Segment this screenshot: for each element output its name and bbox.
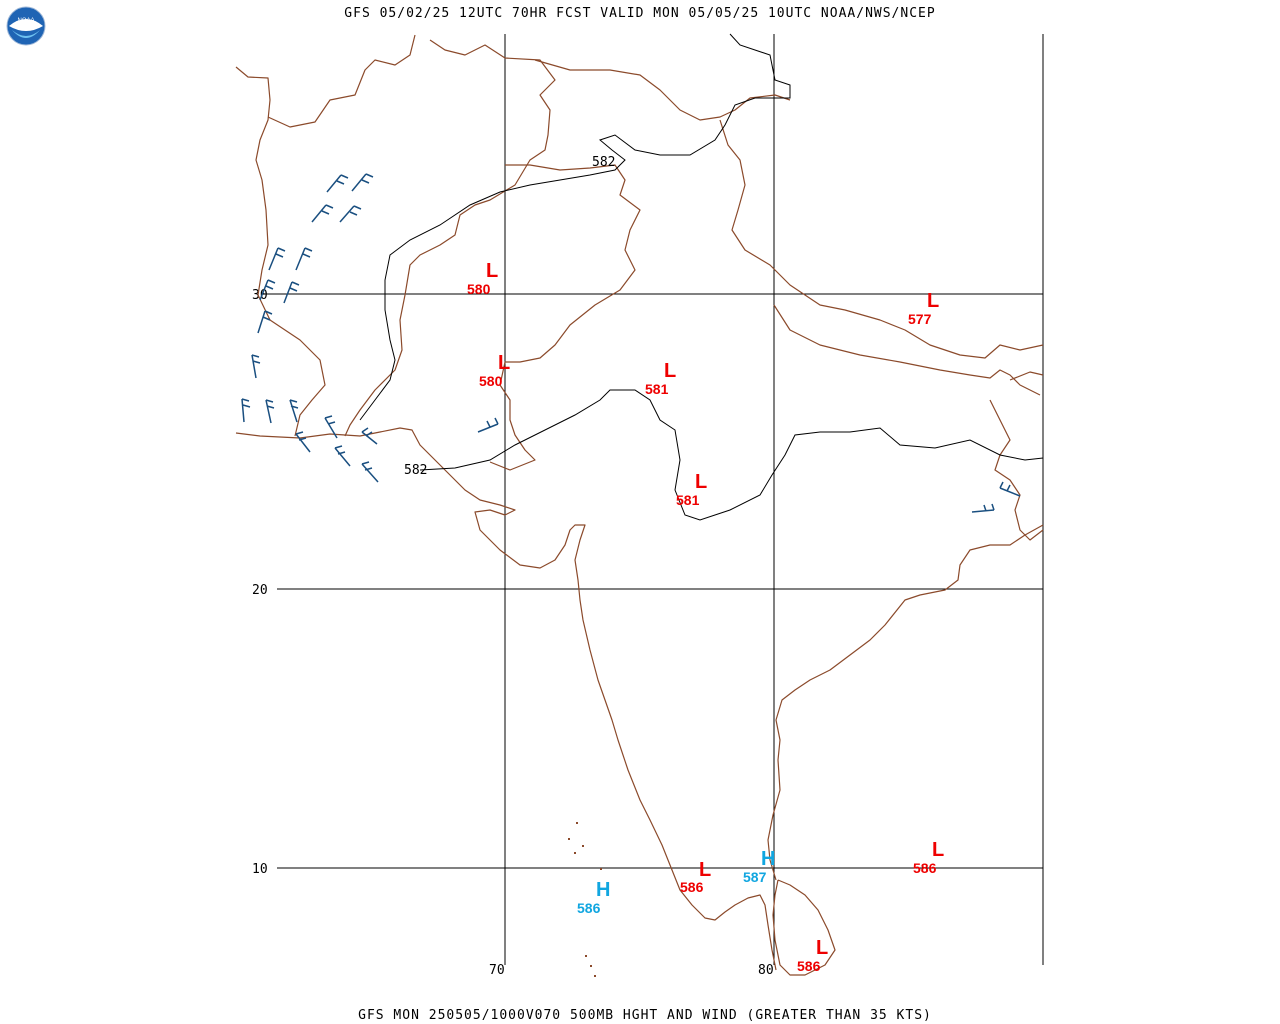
height-contours <box>360 34 1043 520</box>
lon-label-70: 70 <box>489 963 505 978</box>
wind-barb <box>266 400 274 423</box>
wind-barb <box>340 206 361 222</box>
chart-footer-caption: GFS MON 250505/1000V070 500MB HGHT AND W… <box>0 1008 1280 1023</box>
boundaries <box>236 35 1043 975</box>
low-center-symbol: L <box>664 360 676 382</box>
bangladesh-border <box>990 400 1043 540</box>
contour-582-south <box>420 390 1043 520</box>
wind-barb <box>1000 482 1020 496</box>
low-center-symbol: L <box>486 260 498 282</box>
high-center-symbol: H <box>596 879 610 901</box>
low-center-value: 580 <box>467 281 491 297</box>
wind-barb <box>290 400 298 422</box>
afghan-northern-border <box>268 35 415 127</box>
india-china-border-west <box>535 60 790 120</box>
bhutan-border <box>1010 372 1043 380</box>
lat-label-30: 30 <box>252 288 268 303</box>
wind-barb <box>296 248 312 270</box>
wind-barb <box>269 248 285 270</box>
pressure-centers: L 580 L 580 L 581 L 581 L 577 L 586 L 58… <box>467 260 944 974</box>
low-center-value: 577 <box>908 311 932 327</box>
contour-582-north <box>360 34 790 420</box>
contour-label-582-south: 582 <box>404 463 427 478</box>
lon-label-80: 80 <box>758 963 774 978</box>
nepal-border <box>774 305 1040 395</box>
wind-barb <box>352 174 373 191</box>
wind-barb <box>312 205 333 222</box>
low-center-value: 581 <box>645 381 669 397</box>
wind-barb <box>327 175 348 192</box>
low-center-symbol: L <box>699 859 711 881</box>
wind-barb <box>362 428 377 444</box>
contour-label-582-north: 582 <box>592 155 615 170</box>
wind-barbs <box>242 174 1020 512</box>
wind-barb <box>478 418 498 432</box>
low-center-symbol: L <box>816 937 828 959</box>
pak-india-border <box>490 165 640 470</box>
high-center-value: 587 <box>743 869 767 885</box>
low-center-symbol: L <box>498 352 510 374</box>
low-center-value: 580 <box>479 373 503 389</box>
high-center-symbol: H <box>761 848 775 870</box>
low-center-symbol: L <box>927 290 939 312</box>
low-center-symbol: L <box>695 471 707 493</box>
wind-barb <box>335 446 350 466</box>
wind-barb <box>972 504 994 512</box>
low-center-symbol: L <box>932 839 944 861</box>
high-center-value: 586 <box>577 900 601 916</box>
wind-barb <box>284 282 299 303</box>
lat-label-10: 10 <box>252 862 268 877</box>
wind-barb <box>362 462 378 482</box>
low-center-value: 586 <box>797 958 821 974</box>
wind-barb <box>242 399 250 422</box>
afghan-pak-border <box>345 40 555 436</box>
wind-barb <box>296 432 310 452</box>
low-center-value: 586 <box>913 860 937 876</box>
wind-barb <box>258 311 272 333</box>
wind-barb <box>252 355 260 378</box>
india-china-border <box>720 120 1043 358</box>
low-center-value: 586 <box>680 879 704 895</box>
lat-label-20: 20 <box>252 583 268 598</box>
india-coast-east <box>768 525 1043 880</box>
low-center-value: 581 <box>676 492 700 508</box>
